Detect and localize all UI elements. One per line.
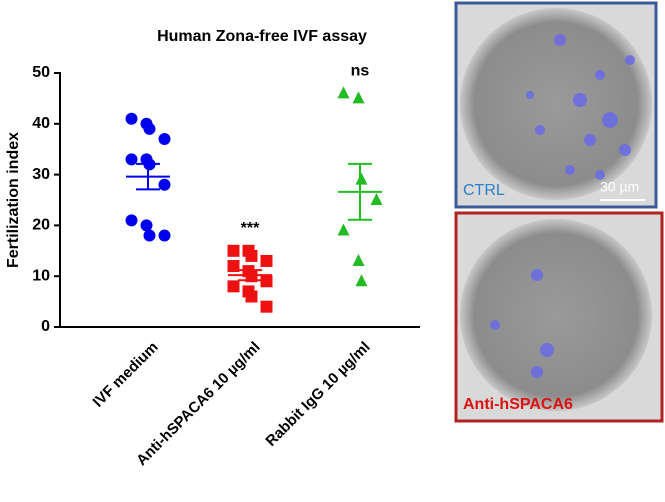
point xyxy=(337,86,350,99)
y-tick-label: 20 xyxy=(32,217,50,234)
y-tick-label: 50 xyxy=(32,64,50,81)
point xyxy=(158,178,171,191)
panel-label: Anti-hSPACA6 xyxy=(463,396,573,413)
y-tick-label: 30 xyxy=(32,166,50,183)
point xyxy=(352,91,365,104)
scale-bar-label: 30 µm xyxy=(600,179,639,195)
point xyxy=(355,274,368,287)
significance: *** xyxy=(241,220,260,237)
point xyxy=(125,214,138,227)
point xyxy=(227,280,240,293)
x-tick-label: IVF medium xyxy=(89,339,161,411)
point xyxy=(245,270,258,283)
chart-title: Human Zona-free IVF assay xyxy=(157,28,367,45)
point xyxy=(370,193,383,205)
point xyxy=(125,153,138,166)
point xyxy=(355,172,368,185)
y-tick-label: 0 xyxy=(41,318,50,335)
point xyxy=(260,275,273,288)
point xyxy=(352,253,365,266)
point xyxy=(337,223,350,236)
anti-panel: Anti-hSPACA6 xyxy=(454,211,664,423)
significance: ns xyxy=(351,63,370,80)
panel-label: CTRL xyxy=(463,182,505,199)
y-tick-label: 40 xyxy=(32,115,50,132)
point xyxy=(260,254,273,267)
x-tick-label: Rabbit IgG 10 µg/ml xyxy=(262,339,373,450)
point xyxy=(158,133,171,146)
y-axis-label: Fertilization index xyxy=(5,132,22,268)
point xyxy=(140,219,153,232)
point xyxy=(245,290,258,303)
point xyxy=(143,122,156,135)
point xyxy=(245,249,258,262)
point xyxy=(125,112,138,125)
ctrl-panel: CTRL 30 µm xyxy=(454,1,658,209)
point xyxy=(158,229,171,242)
point xyxy=(227,260,240,273)
point xyxy=(260,300,273,313)
point xyxy=(227,244,240,257)
point xyxy=(143,229,156,242)
y-tick-label: 10 xyxy=(32,267,50,284)
